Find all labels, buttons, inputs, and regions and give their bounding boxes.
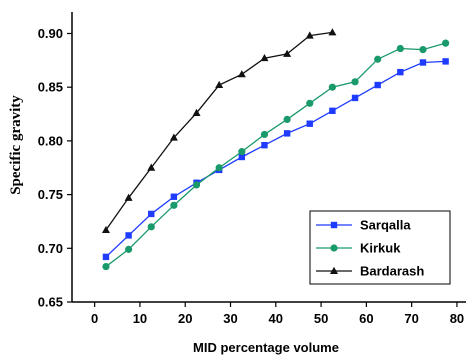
y-tick-label: 0.75 [38, 187, 63, 202]
sarqalla-point [397, 68, 404, 76]
series-sarqalla [102, 58, 449, 261]
kirkuk-point [442, 39, 450, 47]
bardarash-point [169, 133, 178, 141]
kirkuk-line [105, 42, 446, 268]
sarqalla-point [419, 59, 427, 66]
legend-item-kirkuk: Kirkuk [316, 241, 401, 256]
ticks: 0.65 0.70 0.75 0.80 0.85 0.90 0 10 20 30 40 50 60 70 8… [38, 26, 464, 326]
kirkuk-point [283, 115, 291, 124]
bardarash-point [283, 49, 292, 57]
x-tick-label: 10 [133, 311, 147, 326]
series-layer [101, 28, 450, 271]
y-tick-label: 0.70 [38, 241, 63, 256]
kirkuk-point [374, 55, 382, 63]
legend: Sarqalla Kirkuk Bardarash [309, 210, 451, 285]
kirkuk-point [238, 148, 246, 156]
kirkuk-point [260, 130, 269, 139]
bardarash-point [101, 225, 110, 234]
bardarash-point [305, 31, 314, 39]
bardarash-point [215, 80, 224, 89]
legend-swatch-marker [330, 221, 338, 229]
x-axis-label: MID percentage volume [193, 340, 339, 355]
bardarash-point [192, 108, 201, 116]
kirkuk-point [147, 223, 155, 231]
series-bardarash [101, 28, 337, 234]
x-tick-label: 30 [223, 311, 237, 326]
x-tick-label: 20 [178, 311, 192, 326]
kirkuk-point [102, 262, 110, 271]
sarqalla-point [102, 253, 110, 261]
kirkuk-point [125, 245, 133, 253]
legend-swatch-marker [330, 244, 338, 252]
kirkuk-point [215, 164, 223, 172]
x-tick-label: 70 [404, 311, 418, 326]
sarqalla-point [351, 94, 359, 102]
legend-items: Sarqalla Kirkuk Bardarash [316, 218, 424, 279]
y-tick-label: 0.85 [38, 80, 63, 95]
bardarash-point [237, 70, 246, 78]
y-axis-label: Specific gravity [8, 95, 24, 195]
kirkuk-point [328, 83, 337, 91]
x-tick-label: 40 [269, 311, 283, 326]
sarqalla-point [261, 141, 268, 149]
kirkuk-point [351, 78, 359, 86]
sarqalla-line [105, 60, 446, 258]
legend-item-sarqalla: Sarqalla [316, 218, 411, 233]
legend-swatch-marker [330, 266, 338, 274]
x-tick-label: 50 [314, 311, 328, 326]
legend-label: Bardarash [360, 264, 424, 279]
y-tick-label: 0.90 [38, 26, 63, 41]
sarqalla-point [374, 81, 381, 89]
sarqalla-point [306, 120, 313, 127]
bardarash-line [105, 31, 333, 231]
legend-label: Kirkuk [360, 241, 401, 256]
kirkuk-point [419, 45, 427, 54]
legend-item-bardarash: Bardarash [316, 264, 424, 279]
axes [71, 12, 466, 303]
sarqalla-point [170, 193, 178, 200]
y-tick-label: 0.80 [38, 133, 63, 148]
sarqalla-point [329, 107, 336, 115]
sarqalla-point [283, 130, 291, 137]
sarqalla-point [238, 153, 246, 161]
bardarash-point [260, 53, 269, 62]
sarqalla-point [148, 210, 155, 218]
bardarash-point [147, 163, 156, 171]
y-tick-label: 0.65 [38, 295, 63, 310]
kirkuk-point [396, 44, 404, 53]
bardarash-point [328, 28, 337, 36]
bardarash-point [124, 193, 133, 201]
x-tick-label: 80 [450, 311, 464, 326]
kirkuk-point [192, 181, 201, 189]
x-tick-label: 60 [359, 311, 373, 326]
kirkuk-point [170, 201, 178, 209]
kirkuk-point [306, 99, 314, 107]
series-kirkuk [102, 39, 450, 271]
sarqalla-point [125, 232, 132, 239]
x-tick-label: 0 [91, 311, 98, 326]
legend-label: Sarqalla [360, 218, 411, 233]
sarqalla-point [442, 58, 449, 65]
